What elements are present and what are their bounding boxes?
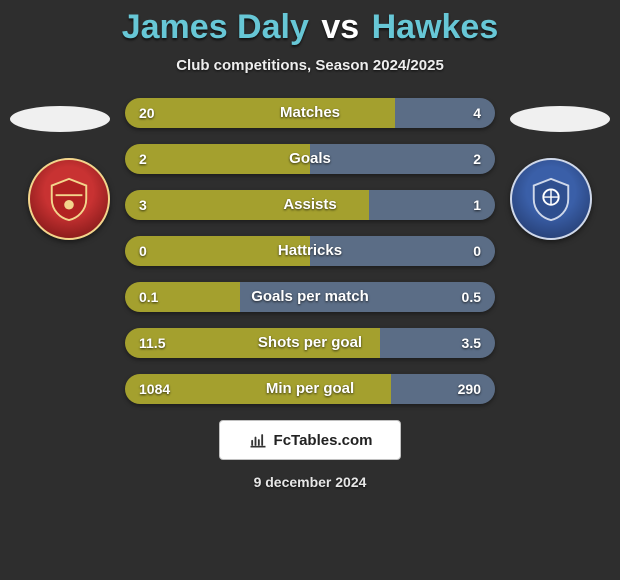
stat-row: Matches20 4 bbox=[125, 98, 495, 128]
stat-value-left: 3 bbox=[139, 190, 147, 220]
player1-photo-placeholder bbox=[10, 106, 110, 132]
season-subtitle: Club competitions, Season 2024/2025 bbox=[0, 57, 620, 74]
stat-bars: Matches20 4 Goals2 2 Assists3 1 Hattricks0 0 Goa… bbox=[125, 98, 495, 404]
stat-value-right: 2 bbox=[473, 144, 481, 174]
stat-label: Assists bbox=[125, 190, 495, 220]
stat-value-left: 1084 bbox=[139, 374, 170, 404]
stat-value-left: 0.1 bbox=[139, 282, 158, 312]
source-logo[interactable]: FcTables.com bbox=[219, 420, 401, 460]
club-crest-right bbox=[510, 158, 592, 240]
stat-value-right: 3.5 bbox=[462, 328, 481, 358]
stat-value-left: 20 bbox=[139, 98, 155, 128]
stat-label: Min per goal bbox=[125, 374, 495, 404]
player2-name: Hawkes bbox=[372, 8, 499, 46]
stat-row: Goals per match0.1 0.5 bbox=[125, 282, 495, 312]
stat-value-right: 1 bbox=[473, 190, 481, 220]
chart-icon bbox=[248, 430, 268, 450]
stat-row: Shots per goal11.5 3.5 bbox=[125, 328, 495, 358]
stat-row: Assists3 1 bbox=[125, 190, 495, 220]
source-logo-text: FcTables.com bbox=[274, 432, 373, 449]
comparison-stage: Matches20 4 Goals2 2 Assists3 1 Hattricks0 0 Goa… bbox=[0, 98, 620, 404]
stat-row: Goals2 2 bbox=[125, 144, 495, 174]
stat-label: Shots per goal bbox=[125, 328, 495, 358]
stat-row: Hattricks0 0 bbox=[125, 236, 495, 266]
comparison-title: James Daly vs Hawkes bbox=[0, 0, 620, 47]
vs-text: vs bbox=[321, 8, 359, 46]
stat-value-right: 290 bbox=[458, 374, 481, 404]
stat-label: Goals bbox=[125, 144, 495, 174]
stat-value-left: 11.5 bbox=[139, 328, 165, 358]
stat-label: Matches bbox=[125, 98, 495, 128]
stat-value-right: 0.5 bbox=[462, 282, 481, 312]
club-crest-left bbox=[28, 158, 110, 240]
player2-photo-placeholder bbox=[510, 106, 610, 132]
stat-label: Hattricks bbox=[125, 236, 495, 266]
shield-icon bbox=[528, 176, 574, 222]
stat-row: Min per goal1084 290 bbox=[125, 374, 495, 404]
stat-label: Goals per match bbox=[125, 282, 495, 312]
stat-value-left: 0 bbox=[139, 236, 147, 266]
stat-value-left: 2 bbox=[139, 144, 147, 174]
player1-name: James Daly bbox=[122, 8, 309, 46]
stat-value-right: 4 bbox=[473, 98, 481, 128]
snapshot-date: 9 december 2024 bbox=[0, 474, 620, 490]
shield-icon bbox=[46, 176, 92, 222]
stat-value-right: 0 bbox=[473, 236, 481, 266]
